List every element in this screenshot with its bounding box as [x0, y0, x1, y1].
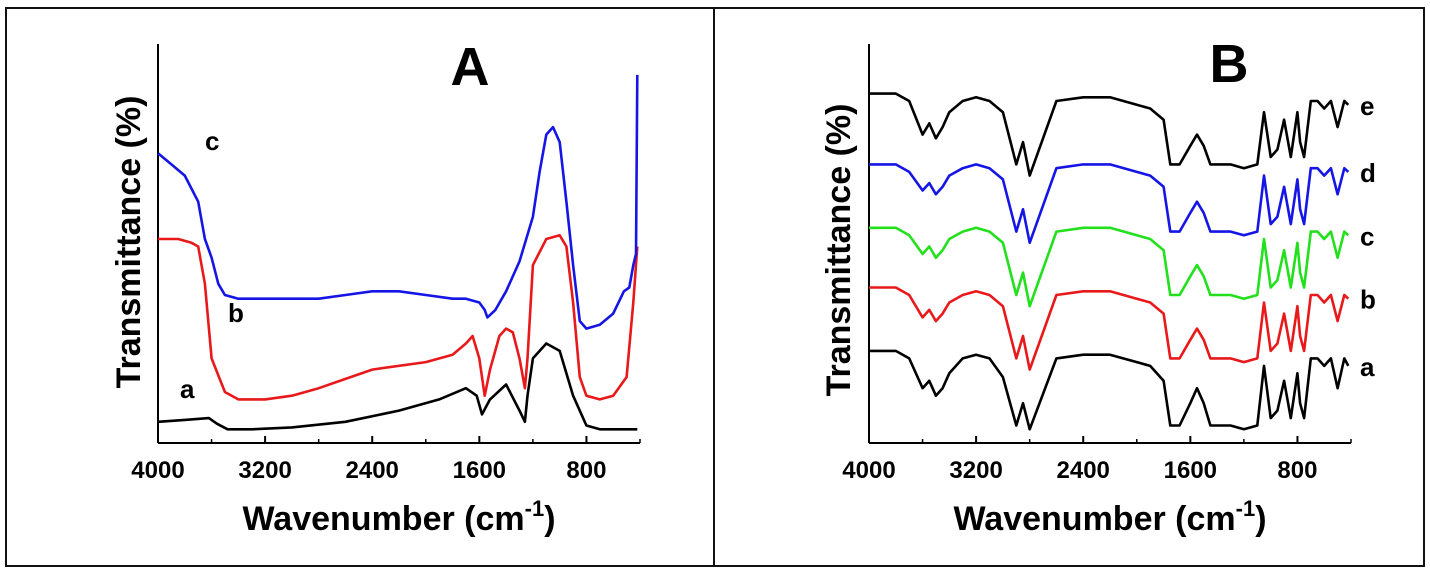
series-line-b [158, 234, 639, 401]
series-label-a: a [1360, 352, 1375, 382]
x-ticks: 4000 3200 2400 1600 800 [842, 436, 1352, 484]
y-axis-label: Transmittance (%) [820, 104, 858, 397]
series-line-c [869, 226, 1350, 308]
series-label-c: c [1360, 221, 1374, 251]
series-label-a: a [180, 374, 195, 404]
x-tick-label: 2400 [1057, 457, 1110, 484]
series-labels: a b c [180, 126, 244, 404]
y-axis-label: Transmittance (%) [110, 96, 148, 389]
x-tick-label: 2400 [346, 457, 399, 484]
x-axis-label: Wavenumber (cm-1) [242, 496, 555, 538]
series-label-b: b [228, 298, 244, 328]
x-tick-label: 3200 [238, 457, 291, 484]
panel-label: A [451, 37, 490, 97]
x-tick-label: 800 [1277, 457, 1317, 484]
series-line-d [869, 163, 1350, 245]
x-tick-label: 1600 [1164, 457, 1217, 484]
x-tick-label: 3200 [949, 457, 1002, 484]
series-label-b: b [1360, 285, 1376, 315]
series-line-b [869, 286, 1350, 371]
series-line-a [869, 349, 1350, 431]
series-line-c [157, 74, 639, 330]
panel-label: B [1210, 34, 1249, 94]
x-ticks: 4000 3200 2400 1600 800 [131, 436, 641, 484]
panel-a: 4000 3200 2400 1600 800 a b c A Transmittance … [110, 37, 641, 538]
series-labels: a b c d e [1360, 91, 1376, 382]
series-line-e [869, 92, 1350, 177]
series-label-e: e [1360, 91, 1374, 121]
x-tick-label: 4000 [842, 457, 895, 484]
x-tick-label: 800 [566, 457, 606, 484]
x-axis-label: Wavenumber (cm-1) [953, 496, 1266, 538]
spectra-lines [157, 74, 639, 431]
series-line-a [157, 342, 638, 431]
x-tick-label: 1600 [453, 457, 506, 484]
spectra-lines [869, 92, 1350, 431]
series-label-d: d [1360, 158, 1376, 188]
panel-b: 4000 3200 2400 1600 800 a b c d e B Transmittanc… [820, 34, 1376, 538]
x-tick-label: 4000 [131, 457, 184, 484]
series-label-c: c [205, 126, 219, 156]
